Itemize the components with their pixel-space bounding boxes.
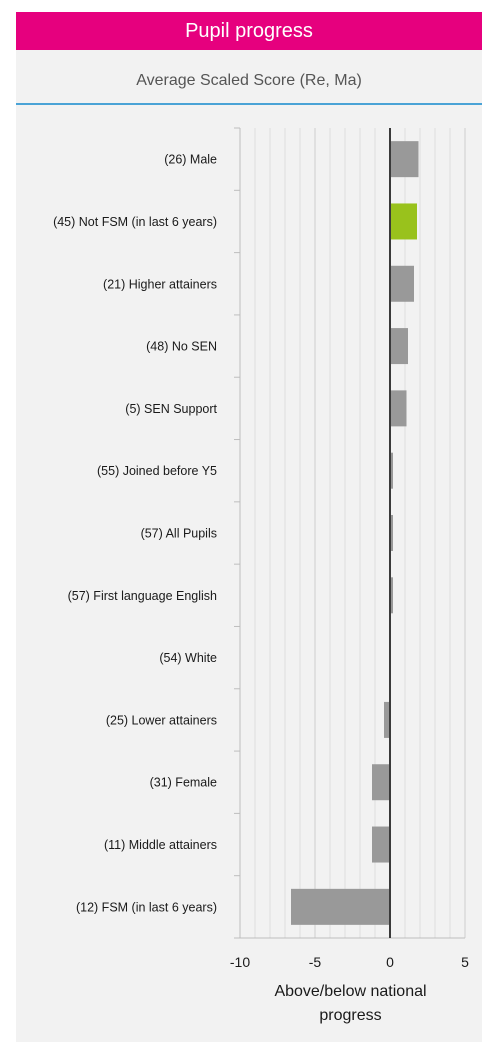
bar xyxy=(372,826,390,863)
bar xyxy=(390,577,393,614)
category-label: (57) All Pupils xyxy=(141,527,217,541)
title-divider xyxy=(16,103,482,105)
x-axis-title-line-2: progress xyxy=(319,1007,381,1024)
bar xyxy=(390,390,407,427)
bar xyxy=(372,764,390,801)
x-tick-label: -5 xyxy=(309,954,322,970)
axes xyxy=(234,127,465,939)
bars xyxy=(291,141,419,925)
category-label: (57) First language English xyxy=(68,589,217,603)
x-tick-label: -10 xyxy=(230,954,250,970)
category-label: (55) Joined before Y5 xyxy=(97,464,217,478)
category-label: (45) Not FSM (in last 6 years) xyxy=(53,215,217,229)
category-label: (26) Male xyxy=(164,153,217,167)
x-tick-label: 0 xyxy=(386,954,394,970)
category-label: (31) Female xyxy=(150,776,217,790)
x-axis-title-line-1: Above/below national xyxy=(274,983,426,1000)
panel-header: Pupil progress xyxy=(16,12,482,50)
bar xyxy=(390,452,393,489)
chart-title: Average Scaled Score (Re, Ma) xyxy=(136,72,362,89)
bar xyxy=(390,203,417,240)
x-tick-label: 5 xyxy=(461,954,469,970)
bar xyxy=(384,701,390,738)
bar xyxy=(291,888,390,925)
tick-labels: -10 -5 0 5 xyxy=(230,954,469,970)
bar xyxy=(390,328,408,365)
category-label: (25) Lower attainers xyxy=(106,713,217,727)
bar xyxy=(390,265,414,302)
chart-panel: Pupil progress Average Scaled Score (Re,… xyxy=(16,12,482,1042)
category-label: (5) SEN Support xyxy=(125,402,217,416)
category-label: (12) FSM (in last 6 years) xyxy=(76,900,217,914)
category-label: (54) White xyxy=(159,651,217,665)
bar xyxy=(390,515,393,551)
category-labels: (26) Male (45) Not FSM (in last 6 years) (… xyxy=(53,153,217,915)
category-label: (11) Middle attainers xyxy=(104,838,217,852)
bar xyxy=(390,141,419,178)
grid-lines xyxy=(239,128,466,938)
category-label: (48) No SEN xyxy=(146,340,217,354)
category-label: (21) Higher attainers xyxy=(103,277,217,291)
